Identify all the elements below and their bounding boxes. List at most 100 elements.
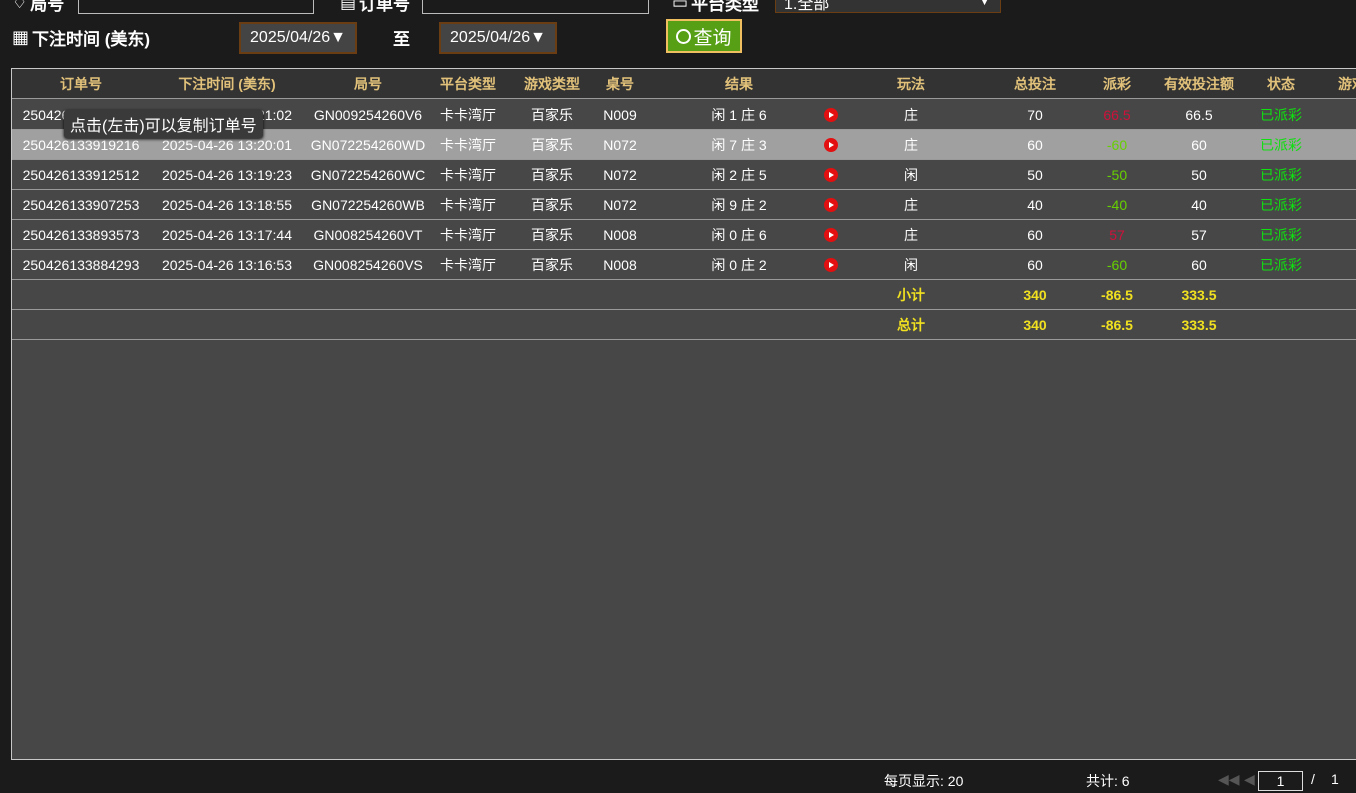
- table-cell: N072: [603, 197, 637, 213]
- bet-type-cell: 庄: [904, 227, 918, 243]
- valid-bet-cell: 66.5: [1185, 107, 1213, 123]
- chevron-down-icon: ▼: [530, 29, 546, 46]
- chevron-down-icon: ▼: [330, 29, 346, 46]
- play-video-icon[interactable]: [824, 100, 838, 130]
- game-cell: 百家乐: [531, 227, 573, 243]
- first-page-icon[interactable]: ◀◀: [1218, 771, 1240, 787]
- order-cell[interactable]: 250426133912512: [22, 167, 140, 183]
- valid-bet-cell: 50: [1191, 167, 1207, 183]
- round-cell: GN072254260WD: [310, 137, 426, 153]
- game-cell: 百家乐: [531, 167, 573, 183]
- copy-tooltip: 点击(左击)可以复制订单号: [64, 110, 263, 138]
- order-cell[interactable]: 250426133884293: [22, 257, 140, 273]
- payout-cell: -60: [1106, 257, 1128, 273]
- platform-select-value: 1.全部: [784, 0, 830, 13]
- result-cell: 闲 7 庄 3: [711, 137, 767, 153]
- play-video-icon[interactable]: [824, 190, 838, 220]
- platform-cell: 卡卡湾厅: [440, 257, 496, 273]
- total-label: 总计: [897, 317, 925, 333]
- subtotal-payout: -86.5: [1101, 287, 1133, 303]
- query-button[interactable]: 查询: [666, 19, 742, 53]
- platform-cell: 卡卡湾厅: [440, 227, 496, 243]
- column-header: 派彩: [1103, 76, 1131, 92]
- play-video-icon[interactable]: [824, 250, 838, 280]
- document-icon: ▤: [340, 0, 357, 12]
- round-cell: GN008254260VT: [313, 227, 423, 243]
- status-cell: 已派彩: [1260, 257, 1302, 273]
- result-cell: 闲 1 庄 6: [711, 107, 767, 123]
- page-size-label: 每页显示: 20: [884, 773, 964, 789]
- order-cell[interactable]: 250426133907253: [22, 197, 140, 213]
- table-row[interactable]: 250426133919216 2025-04-26 13:20:01 GN0722…: [12, 130, 1356, 160]
- column-header: 玩法: [897, 76, 925, 92]
- bet-type-cell: 庄: [904, 107, 918, 123]
- round-input[interactable]: [78, 0, 314, 14]
- status-cell: 已派彩: [1260, 137, 1302, 153]
- subtotal-label: 小计: [897, 287, 925, 303]
- time-cell: 2025-04-26 13:17:44: [162, 227, 292, 243]
- prev-page-icon[interactable]: ◀: [1244, 771, 1255, 787]
- page-input[interactable]: 1: [1258, 771, 1303, 791]
- payout-cell: -50: [1106, 167, 1128, 183]
- table-row[interactable]: 250426133912512 2025-04-26 13:19:23 GN0722…: [12, 160, 1356, 190]
- bet-cell: 60: [1027, 137, 1043, 153]
- platform-cell: 卡卡湾厅: [440, 197, 496, 213]
- platform-cell: 卡卡湾厅: [440, 137, 496, 153]
- date-from-picker[interactable]: 2025/04/26 ▼: [239, 22, 357, 54]
- status-cell: 已派彩: [1260, 197, 1302, 213]
- order-cell[interactable]: 250426133893573: [22, 227, 140, 243]
- column-header: 状态: [1267, 76, 1295, 92]
- search-icon: [676, 28, 692, 44]
- date-to-picker[interactable]: 2025/04/26 ▼: [439, 22, 557, 54]
- table-row[interactable]: 250426133884293 2025-04-26 13:16:53 GN0082…: [12, 250, 1356, 280]
- play-video-icon[interactable]: [824, 130, 838, 160]
- game-cell: 百家乐: [531, 197, 573, 213]
- table-cell: N009: [603, 107, 637, 123]
- table-row[interactable]: 250426133907253 2025-04-26 13:18:55 GN0722…: [12, 190, 1356, 220]
- valid-bet-cell: 60: [1191, 137, 1207, 153]
- bet-cell: 40: [1027, 197, 1043, 213]
- bet-cell: 70: [1027, 107, 1043, 123]
- platform-filter-label: ▭ 平台类型: [672, 0, 759, 15]
- page-separator: /: [1311, 771, 1315, 787]
- pin-icon: ♢: [12, 0, 28, 12]
- play-video-icon[interactable]: [824, 220, 838, 250]
- to-label: 至: [393, 30, 410, 49]
- play-video-icon[interactable]: [824, 160, 838, 190]
- valid-bet-cell: 40: [1191, 197, 1207, 213]
- round-cell: GN008254260VS: [313, 257, 423, 273]
- table-row[interactable]: 250426133893573 2025-04-26 13:17:44 GN0082…: [12, 220, 1356, 250]
- column-header: 游戏类型: [524, 76, 580, 92]
- total-count-label: 共计: 6: [1086, 773, 1130, 789]
- time-cell: 2025-04-26 13:16:53: [162, 257, 292, 273]
- column-header: 游戏: [1338, 76, 1356, 92]
- game-cell: 百家乐: [531, 107, 573, 123]
- bet-cell: 50: [1027, 167, 1043, 183]
- table-cell: N008: [603, 227, 637, 243]
- column-header: 结果: [725, 76, 753, 92]
- column-header: 下注时间 (美东): [178, 76, 276, 92]
- bet-type-cell: 庄: [904, 197, 918, 213]
- platform-select[interactable]: 1.全部 ▼: [775, 0, 1001, 13]
- total-bet: 340: [1023, 317, 1047, 333]
- table-header: 订单号 下注时间 (美东) 局号 平台类型 游戏类型 桌号 结果 玩法 总投注 派彩 有效投注额 状态…: [12, 69, 1356, 99]
- platform-cell: 卡卡湾厅: [440, 107, 496, 123]
- column-header: 订单号: [60, 76, 102, 92]
- order-cell[interactable]: 250426133919216: [22, 137, 140, 153]
- order-input[interactable]: [422, 0, 649, 14]
- order-filter-label: ▤ 订单号: [340, 0, 410, 15]
- payout-cell: 57: [1109, 227, 1125, 243]
- platform-cell: 卡卡湾厅: [440, 167, 496, 183]
- bet-cell: 60: [1027, 227, 1043, 243]
- table-cell: N072: [603, 137, 637, 153]
- total-row: 总计 340 -86.5 333.5: [12, 310, 1356, 340]
- platform-icon: ▭: [672, 0, 689, 12]
- table-cell: N008: [603, 257, 637, 273]
- status-cell: 已派彩: [1260, 107, 1302, 123]
- time-cell: 2025-04-26 13:20:01: [162, 137, 292, 153]
- column-header: 局号: [354, 76, 382, 92]
- valid-bet-cell: 57: [1191, 227, 1207, 243]
- total-pages: 1: [1331, 771, 1339, 787]
- subtotal-bet: 340: [1023, 287, 1047, 303]
- subtotal-row: 小计 340 -86.5 333.5: [12, 280, 1356, 310]
